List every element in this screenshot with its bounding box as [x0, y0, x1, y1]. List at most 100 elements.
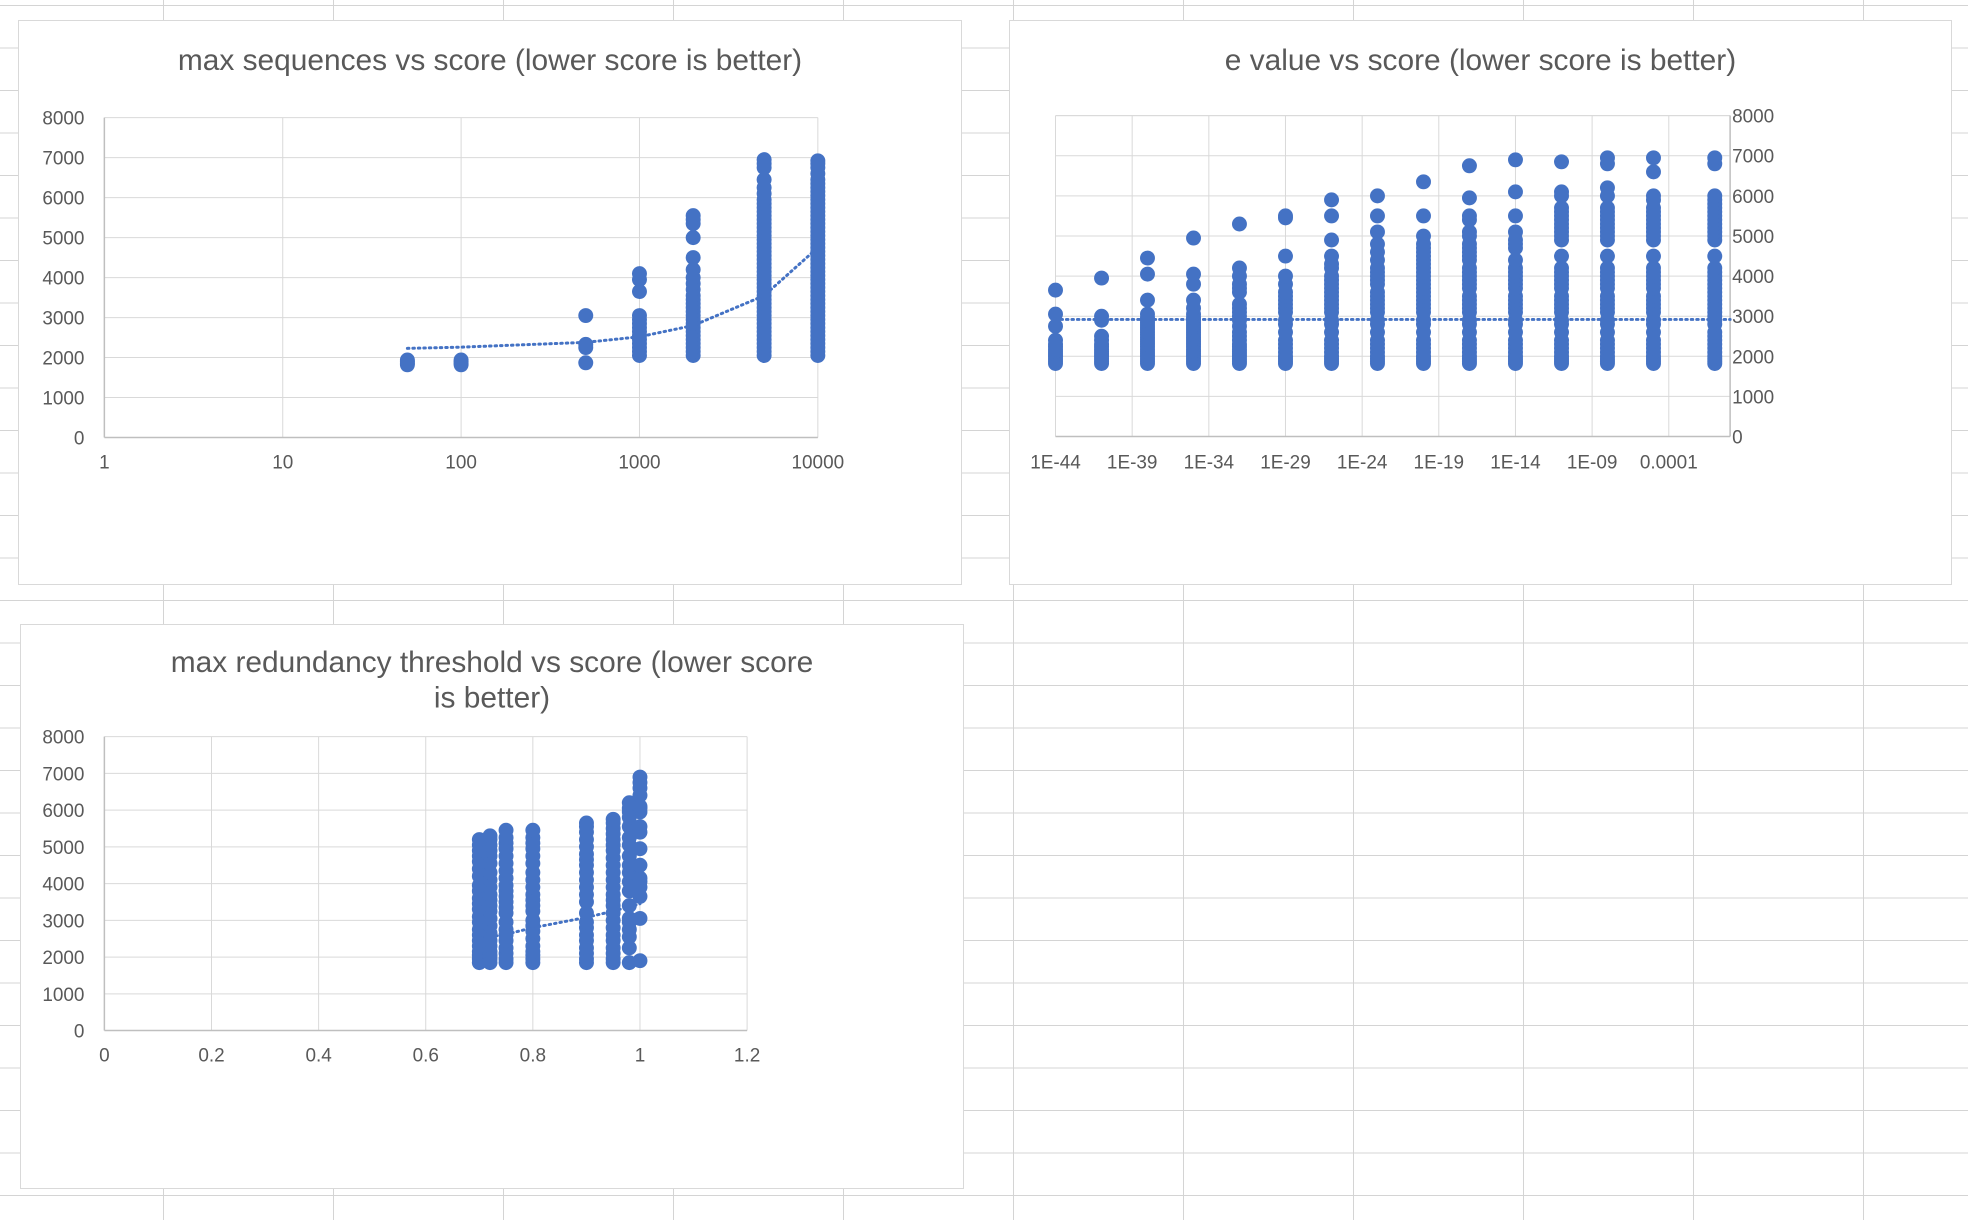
- data-point: [631, 308, 647, 324]
- y-tick-label: 6000: [42, 801, 84, 822]
- y-tick-label: 7000: [1732, 147, 1774, 168]
- data-points: [399, 152, 826, 373]
- y-tick-label: 6000: [1732, 187, 1774, 208]
- y-tick-label: 0: [1732, 427, 1743, 448]
- x-tick-label: 1: [99, 452, 110, 473]
- data-point: [1140, 292, 1155, 308]
- y-tick-label: 4000: [42, 875, 84, 896]
- chart-max-sequences[interactable]: max sequences vs score (lower score is b…: [18, 20, 962, 585]
- data-point: [1461, 208, 1477, 224]
- data-point: [525, 822, 541, 838]
- data-point: [1508, 224, 1523, 240]
- data-point: [1369, 224, 1385, 240]
- y-tick-label: 5000: [42, 838, 84, 859]
- data-point: [1707, 150, 1723, 166]
- x-tick-label: 0: [99, 1045, 110, 1066]
- data-point: [1707, 248, 1723, 264]
- data-point: [578, 355, 594, 371]
- chart-title: max redundancy threshold vs score (lower…: [171, 646, 814, 715]
- axes: 0 1000 2000 3000 4000 5000 6000 7000 8000 1E-44 1E…: [1030, 107, 1774, 474]
- data-point: [1599, 248, 1615, 264]
- data-point: [810, 153, 826, 169]
- chart-max-sequences-svg: max sequences vs score (lower score is b…: [42, 44, 844, 474]
- data-point: [1554, 248, 1569, 264]
- trendline: [405, 246, 820, 350]
- chart-title-line: is better): [434, 682, 550, 715]
- data-point: [632, 953, 648, 969]
- data-point: [1508, 184, 1523, 200]
- x-tick-label: 10000: [792, 452, 845, 473]
- data-point: [631, 284, 647, 300]
- data-point: [578, 815, 594, 831]
- data-point: [1140, 306, 1155, 322]
- data-point: [1461, 190, 1477, 206]
- data-point: [756, 172, 772, 188]
- data-point: [1599, 180, 1615, 196]
- data-point: [1231, 216, 1247, 232]
- chart-e-value[interactable]: e value vs score (lower score is better)…: [1009, 20, 1952, 585]
- chart-title-line: max redundancy threshold vs score (lower…: [171, 646, 814, 679]
- data-point: [632, 841, 648, 857]
- chart-max-redundancy[interactable]: max redundancy threshold vs score (lower…: [20, 624, 964, 1189]
- data-point: [1646, 188, 1661, 204]
- x-tick-label: 1E-24: [1337, 452, 1388, 473]
- data-point: [605, 811, 621, 827]
- x-tick-label: 1E-34: [1184, 452, 1235, 473]
- data-point: [1646, 248, 1661, 264]
- chart-e-value-svg: e value vs score (lower score is better)…: [1030, 44, 1774, 474]
- x-tick-label: 1E-09: [1567, 452, 1617, 473]
- data-point: [498, 822, 514, 838]
- x-tick-label: 0.2: [198, 1045, 224, 1066]
- data-point: [632, 769, 648, 785]
- data-point: [1646, 260, 1661, 276]
- chart-title: max sequences vs score (lower score is b…: [178, 44, 802, 77]
- data-point: [1554, 200, 1569, 216]
- y-tick-label: 7000: [42, 764, 84, 785]
- data-point: [1231, 296, 1247, 312]
- data-point: [621, 940, 637, 956]
- data-point: [1707, 188, 1723, 204]
- data-point: [1324, 232, 1340, 248]
- data-point: [1231, 260, 1247, 276]
- y-tick-label: 6000: [42, 189, 84, 210]
- y-tick-label: 7000: [42, 149, 84, 170]
- y-tick-label: 0: [74, 1022, 85, 1043]
- data-point: [1140, 266, 1155, 282]
- data-point: [1278, 208, 1293, 224]
- y-tick-label: 0: [74, 428, 85, 449]
- data-point: [1094, 270, 1110, 286]
- data-point: [1554, 184, 1569, 200]
- data-point: [1707, 260, 1723, 276]
- gridlines: [104, 736, 748, 1031]
- data-point: [1599, 150, 1615, 166]
- data-point: [1554, 154, 1569, 170]
- x-tick-label: 1E-14: [1490, 452, 1540, 473]
- data-point: [685, 250, 701, 266]
- axes: 0 1000 2000 3000 4000 5000 6000 7000 8000 1 10 100 1…: [42, 109, 844, 474]
- x-tick-label: 0.4: [305, 1045, 331, 1066]
- y-tick-label: 2000: [42, 349, 84, 370]
- data-point: [1324, 248, 1340, 264]
- data-point: [1508, 208, 1523, 224]
- data-point: [1278, 268, 1293, 284]
- data-point: [1048, 332, 1063, 348]
- x-tick-label: 0.0001: [1640, 452, 1698, 473]
- data-point: [1461, 224, 1477, 240]
- x-tick-label: 1.2: [734, 1045, 760, 1066]
- data-point: [1599, 200, 1615, 216]
- data-point: [621, 898, 637, 914]
- y-tick-label: 4000: [42, 269, 84, 290]
- data-point: [1094, 308, 1110, 324]
- data-point: [1416, 174, 1431, 190]
- trendline-group: [405, 246, 820, 350]
- data-point: [1278, 248, 1293, 264]
- data-point: [1140, 250, 1155, 266]
- data-point: [1416, 228, 1431, 244]
- y-tick-label: 2000: [42, 948, 84, 969]
- data-point: [1186, 292, 1201, 308]
- x-tick-label: 1000: [618, 452, 660, 473]
- data-point: [1048, 306, 1063, 322]
- data-point: [685, 208, 701, 224]
- data-point: [1369, 188, 1385, 204]
